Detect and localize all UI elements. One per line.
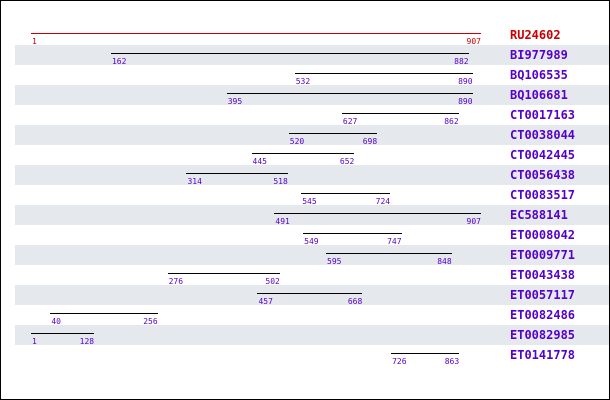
end-position-label: 724: [375, 197, 391, 206]
alignment-row: 549 747 ET0008042: [15, 225, 609, 246]
end-position-label: 698: [362, 137, 378, 146]
start-position-label: 532: [295, 77, 311, 86]
start-position-label: 627: [342, 117, 358, 126]
start-position-label: 445: [252, 157, 267, 166]
sequence-id-link[interactable]: CT0017163: [510, 108, 576, 122]
alignment-bar: [288, 133, 378, 134]
alignment-bar: [391, 353, 460, 354]
alignment-bar: [257, 293, 363, 294]
end-position-label: 128: [79, 337, 95, 346]
end-position-label: 652: [339, 157, 355, 166]
alignment-row: 445 652 CT0042445: [15, 145, 609, 166]
sequence-id-link[interactable]: CT0083517: [510, 188, 576, 202]
alignment-bar: [50, 313, 158, 314]
start-position-label: 276: [168, 277, 184, 286]
alignment-row: 314 518 CT0056438: [15, 165, 609, 186]
end-position-label: 256: [143, 317, 158, 326]
alignment-bar: [326, 253, 452, 254]
alignment-bar: [301, 193, 391, 194]
sequence-id-link[interactable]: BI977989: [510, 48, 568, 62]
end-position-label: 882: [454, 57, 469, 66]
alignment-bar: [294, 73, 473, 74]
alignment-row: 532 890 BQ106535: [15, 65, 609, 86]
end-position-label: 890: [458, 77, 473, 86]
alignment-row: 1 907 RU24602: [15, 25, 609, 46]
start-position-label: 314: [187, 177, 202, 186]
alignment-row: 162 882 BI977989: [15, 45, 609, 66]
end-position-label: 668: [347, 297, 363, 306]
alignment-bar: [341, 113, 459, 114]
end-position-label: 862: [444, 117, 459, 126]
alignment-row: 545 724 CT0083517: [15, 185, 609, 206]
start-position-label: 545: [302, 197, 317, 206]
alignment-bar: [186, 173, 288, 174]
alignment-row: 276 502 ET0043438: [15, 265, 609, 286]
alignment-bar: [251, 153, 355, 154]
sequence-id-link[interactable]: ET0141778: [510, 348, 576, 362]
alignment-row: 726 863 ET0141778: [15, 345, 609, 366]
start-position-label: 40: [51, 317, 61, 326]
start-position-label: 520: [289, 137, 305, 146]
alignment-row: 627 862 CT0017163: [15, 105, 609, 126]
sequence-id-link[interactable]: ET0057117: [510, 288, 576, 302]
sequence-id-link[interactable]: ET0082486: [510, 308, 576, 322]
end-position-label: 863: [444, 357, 460, 366]
sequence-id-link[interactable]: BQ106681: [510, 88, 568, 102]
end-position-label: 890: [458, 97, 473, 106]
alignment-row: 1 128 ET0082985: [15, 325, 609, 346]
end-position-label: 907: [466, 37, 481, 46]
start-position-label: 726: [392, 357, 407, 366]
sequence-id-link[interactable]: CT0038044: [510, 128, 576, 142]
alignment-bar: [31, 33, 481, 34]
alignment-row: 395 890 BQ106681: [15, 85, 609, 106]
sequence-id-link[interactable]: ET0008042: [510, 228, 576, 242]
sequence-id-link[interactable]: BQ106535: [510, 68, 568, 82]
alignment-bar: [226, 93, 473, 94]
sequence-id-link[interactable]: ET0082985: [510, 328, 576, 342]
alignment-bar: [167, 273, 280, 274]
start-position-label: 1: [32, 337, 37, 346]
alignment-row: 40 256 ET0082486: [15, 305, 609, 326]
sequence-id-link[interactable]: ET0009771: [510, 248, 576, 262]
sequence-id-link[interactable]: CT0056438: [510, 168, 576, 182]
start-position-label: 595: [327, 257, 342, 266]
reference-sequence-id: RU24602: [510, 28, 561, 42]
alignment-bar: [303, 233, 402, 234]
alignment-bar: [274, 213, 481, 214]
end-position-label: 907: [466, 217, 481, 226]
end-position-label: 747: [387, 237, 402, 246]
end-position-label: 502: [265, 277, 280, 286]
alignment-row: 491 907 EC588141: [15, 205, 609, 226]
sequence-id-link[interactable]: CT0042445: [510, 148, 576, 162]
start-position-label: 549: [304, 237, 319, 246]
sequence-id-link[interactable]: ET0043438: [510, 268, 576, 282]
alignment-bar: [110, 53, 469, 54]
start-position-label: 491: [275, 217, 290, 226]
end-position-label: 518: [273, 177, 288, 186]
alignment-bar: [31, 333, 95, 334]
sequence-id-link[interactable]: EC588141: [510, 208, 568, 222]
alignment-row: 457 668 ET0057117: [15, 285, 609, 306]
start-position-label: 1: [32, 37, 37, 46]
start-position-label: 395: [227, 97, 243, 106]
end-position-label: 848: [437, 257, 452, 266]
alignment-row: 520 698 CT0038044: [15, 125, 609, 146]
start-position-label: 162: [111, 57, 127, 66]
alignment-row: 595 848 ET0009771: [15, 245, 609, 266]
start-position-label: 457: [258, 297, 273, 306]
